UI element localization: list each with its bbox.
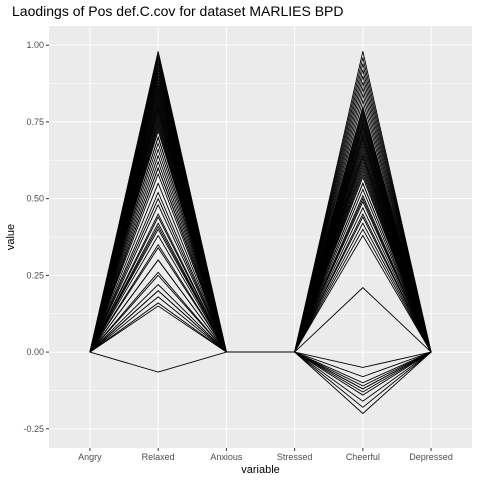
chart-title: Laodings of Pos def.C.cov for dataset MA… [12,3,344,19]
y-tick-label: 0.00 [26,347,44,357]
x-tick-label: Relaxed [142,452,175,462]
y-tick-label: 1.00 [26,40,44,50]
y-tick-label: -0.25 [23,424,44,434]
y-tick-label: 0.75 [26,117,44,127]
series-line [89,104,432,390]
x-axis-title: variable [241,464,280,476]
series-lines [89,51,432,415]
x-tick-label: Angry [78,452,102,462]
y-axis-title: value [5,224,17,250]
y-tick-label: 0.50 [26,194,44,204]
x-tick-label: Stressed [277,452,313,462]
y-axis: -0.25 0.00 0.25 0.50 0.75 1.00 [23,40,49,434]
x-axis: Angry Relaxed Anxious Stressed Cheerful Depre… [78,448,453,462]
y-tick-label: 0.25 [26,270,44,280]
x-tick-label: Cheerful [346,452,380,462]
x-tick-label: Anxious [210,452,243,462]
x-tick-label: Depressed [409,452,453,462]
